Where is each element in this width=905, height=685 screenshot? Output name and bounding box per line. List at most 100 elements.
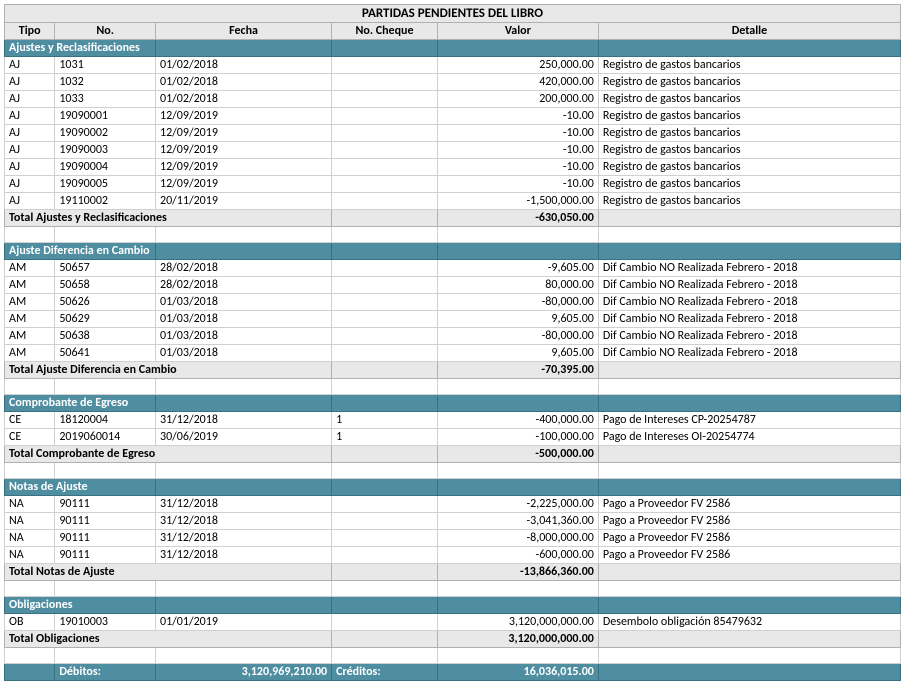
cell-fecha: 01/03/2018 <box>155 294 331 311</box>
cell-tipo: AJ <box>5 74 55 91</box>
cell-fecha: 31/12/2018 <box>155 412 331 429</box>
cell-no: 50626 <box>55 294 156 311</box>
cell-fecha: 12/09/2019 <box>155 108 331 125</box>
cell-valor: 250,000.00 <box>437 57 598 74</box>
cell-tipo: OB <box>5 614 55 631</box>
creditos-label: Créditos: <box>332 664 438 681</box>
cell-fecha: 28/02/2018 <box>155 277 331 294</box>
cell-tipo: NA <box>5 530 55 547</box>
cell-no: 19010003 <box>55 614 156 631</box>
cell-valor: -10.00 <box>437 125 598 142</box>
col-no: No. <box>55 23 156 40</box>
cell-valor: 80,000.00 <box>437 277 598 294</box>
cell-valor: 3,120,000,000.00 <box>437 614 598 631</box>
section-name: Notas de Ajuste <box>5 479 156 496</box>
cell-cheque <box>332 614 438 631</box>
cell-tipo: AJ <box>5 91 55 108</box>
cell-tipo: CE <box>5 412 55 429</box>
cell-detalle: Dif Cambio NO Realizada Febrero - 2018 <box>598 345 900 362</box>
cell-cheque <box>332 260 438 277</box>
cell-no: 19090001 <box>55 108 156 125</box>
cell-fecha: 12/09/2019 <box>155 176 331 193</box>
cell-no: 19090004 <box>55 159 156 176</box>
table-row: AJ1909000512/09/2019-10.00Registro de ga… <box>5 176 901 193</box>
cell-fecha: 01/03/2018 <box>155 328 331 345</box>
cell-detalle: Registro de gastos bancarios <box>598 108 900 125</box>
cell-valor: 420,000.00 <box>437 74 598 91</box>
cell-valor: 9,605.00 <box>437 345 598 362</box>
cell-valor: 9,605.00 <box>437 311 598 328</box>
table-row: OB1901000301/01/20193,120,000,000.00Dese… <box>5 614 901 631</box>
cell-no: 90111 <box>55 513 156 530</box>
cell-valor: -10.00 <box>437 176 598 193</box>
cell-no: 19110002 <box>55 193 156 210</box>
section-name: Comprobante de Egreso <box>5 395 156 412</box>
creditos-value: 16,036,015.00 <box>437 664 598 681</box>
cell-cheque <box>332 159 438 176</box>
cell-detalle: Dif Cambio NO Realizada Febrero - 2018 <box>598 277 900 294</box>
cell-tipo: AJ <box>5 108 55 125</box>
cell-valor: -10.00 <box>437 159 598 176</box>
pending-entries-table: PARTIDAS PENDIENTES DEL LIBROTipoNo.Fech… <box>4 4 901 681</box>
cell-detalle: Dif Cambio NO Realizada Febrero - 2018 <box>598 328 900 345</box>
cell-detalle: Desembolo obligación 85479632 <box>598 614 900 631</box>
cell-no: 90111 <box>55 496 156 513</box>
table-row: AM5062601/03/2018-80,000.00Dif Cambio NO… <box>5 294 901 311</box>
section-total-label: Total Ajustes y Reclasificaciones <box>5 210 332 227</box>
cell-cheque <box>332 176 438 193</box>
cell-cheque <box>332 74 438 91</box>
section-name: Ajustes y Reclasificaciones <box>5 40 156 57</box>
report-title: PARTIDAS PENDIENTES DEL LIBRO <box>5 5 901 23</box>
cell-detalle: Pago a Proveedor FV 2586 <box>598 496 900 513</box>
cell-no: 1033 <box>55 91 156 108</box>
cell-fecha: 12/09/2019 <box>155 159 331 176</box>
table-row: AM5064101/03/20189,605.00Dif Cambio NO R… <box>5 345 901 362</box>
cell-cheque <box>332 294 438 311</box>
cell-no: 1031 <box>55 57 156 74</box>
cell-no: 19090003 <box>55 142 156 159</box>
table-row: NA9011131/12/2018-600,000.00Pago a Prove… <box>5 547 901 564</box>
col-detalle: Detalle <box>598 23 900 40</box>
table-row: AM5063801/03/2018-80,000.00Dif Cambio NO… <box>5 328 901 345</box>
cell-cheque <box>332 108 438 125</box>
cell-valor: -10.00 <box>437 142 598 159</box>
cell-no: 90111 <box>55 530 156 547</box>
cell-cheque: 1 <box>332 429 438 446</box>
cell-no: 18120004 <box>55 412 156 429</box>
cell-valor: -600,000.00 <box>437 547 598 564</box>
section-total-label: Total Ajuste Diferencia en Cambio <box>5 362 332 379</box>
section-name: Obligaciones <box>5 597 156 614</box>
cell-detalle: Registro de gastos bancarios <box>598 125 900 142</box>
cell-fecha: 01/02/2018 <box>155 74 331 91</box>
cell-valor: -1,500,000.00 <box>437 193 598 210</box>
cell-tipo: AM <box>5 311 55 328</box>
cell-detalle: Registro de gastos bancarios <box>598 193 900 210</box>
cell-tipo: AM <box>5 345 55 362</box>
cell-detalle: Registro de gastos bancarios <box>598 57 900 74</box>
cell-detalle: Dif Cambio NO Realizada Febrero - 2018 <box>598 294 900 311</box>
table-row: AJ1909000212/09/2019-10.00Registro de ga… <box>5 125 901 142</box>
cell-detalle: Pago a Proveedor FV 2586 <box>598 547 900 564</box>
cell-cheque <box>332 277 438 294</box>
cell-fecha: 28/02/2018 <box>155 260 331 277</box>
cell-fecha: 01/03/2018 <box>155 311 331 328</box>
cell-cheque <box>332 91 438 108</box>
table-row: CE201906001430/06/20191-100,000.00Pago d… <box>5 429 901 446</box>
cell-valor: -100,000.00 <box>437 429 598 446</box>
cell-cheque <box>332 193 438 210</box>
cell-valor: -10.00 <box>437 108 598 125</box>
col-fecha: Fecha <box>155 23 331 40</box>
cell-tipo: AM <box>5 260 55 277</box>
section-total-label: Total Obligaciones <box>5 631 332 648</box>
cell-no: 19090005 <box>55 176 156 193</box>
cell-fecha: 31/12/2018 <box>155 496 331 513</box>
cell-fecha: 01/03/2018 <box>155 345 331 362</box>
cell-fecha: 01/02/2018 <box>155 91 331 108</box>
cell-no: 90111 <box>55 547 156 564</box>
cell-cheque <box>332 125 438 142</box>
cell-no: 50638 <box>55 328 156 345</box>
section-total-value: -13,866,360.00 <box>437 564 598 581</box>
cell-tipo: NA <box>5 547 55 564</box>
cell-no: 50629 <box>55 311 156 328</box>
table-row: AM5065728/02/2018-9,605.00Dif Cambio NO … <box>5 260 901 277</box>
